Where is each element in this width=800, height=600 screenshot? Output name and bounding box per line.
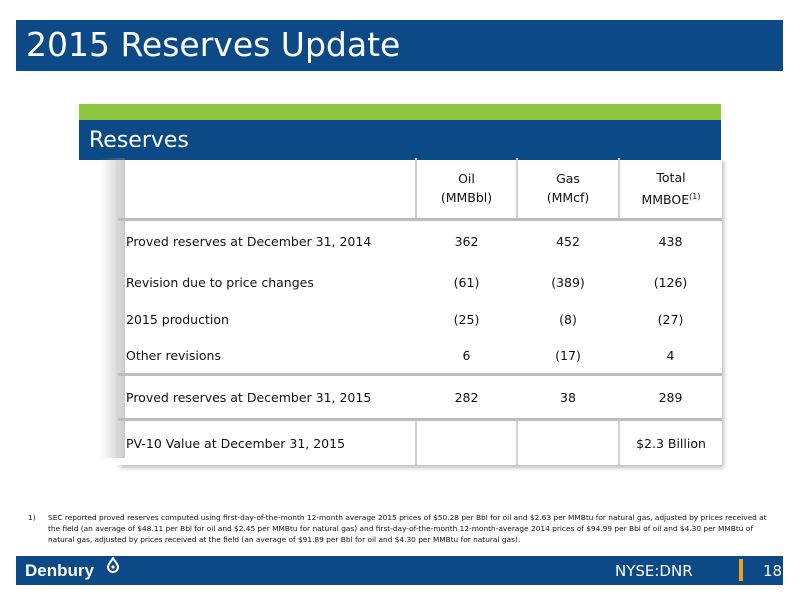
row-label: Proved reserves at December 31, 2015	[126, 389, 372, 405]
header-gas-line1: Gas	[556, 171, 580, 187]
title-bar: 2015 Reserves Update	[16, 20, 783, 71]
header-gas: Gas (MMcf)	[516, 158, 619, 220]
row-oil: (61)	[453, 274, 480, 290]
row-gas: 452	[556, 234, 580, 250]
row-oil: (25)	[453, 312, 480, 328]
footnote-number: 1)	[28, 513, 36, 522]
row-gas: 38	[560, 389, 576, 405]
header-total-line2: MMBOE	[641, 191, 690, 207]
table-shadow	[100, 158, 125, 458]
row-gas: (17)	[555, 347, 581, 363]
header-total-footnote-ref: (1)	[689, 191, 701, 201]
header-oil-line1: Oil	[458, 171, 475, 187]
table-row: Proved reserves at December 31, 2014 362…	[118, 220, 722, 263]
company-logo: Denbury	[25, 561, 94, 580]
table-pv-row: PV-10 Value at December 31, 2015 $2.3 Bi…	[118, 419, 722, 465]
table-row: Revision due to price changes (61) (389)…	[118, 263, 722, 302]
row-oil	[415, 419, 517, 465]
drop-logo-icon	[106, 557, 120, 573]
row-gas: (8)	[559, 312, 577, 328]
page-number: 18	[763, 562, 783, 580]
row-label: PV-10 Value at December 31, 2015	[126, 435, 346, 451]
header-oil-line2: (MMBbl)	[440, 190, 493, 206]
header-blank	[118, 158, 416, 220]
table-header-row: Oil (MMBbl) Gas (MMcf) Total MMBOE(1)	[118, 158, 722, 220]
row-total: (27)	[657, 312, 684, 328]
footer-separator	[739, 559, 743, 581]
page-title: 2015 Reserves Update	[26, 25, 401, 64]
header-total-line1: Total	[656, 169, 686, 185]
table-total-row: Proved reserves at December 31, 2015 282…	[118, 374, 722, 420]
reserves-table: Oil (MMBbl) Gas (MMcf) Total MMBOE(1) Pr…	[118, 158, 722, 465]
row-oil: 282	[454, 389, 479, 405]
table-row: 2015 production (25) (8) (27)	[118, 302, 722, 337]
row-total: 289	[658, 389, 683, 405]
row-oil: 362	[454, 234, 479, 250]
stock-ticker: NYSE:DNR	[615, 562, 693, 580]
footnote-text: SEC reported proved reserves computed us…	[48, 513, 767, 544]
footnote: 1) SEC reported proved reserves computed…	[28, 512, 768, 545]
row-label: Proved reserves at December 31, 2014	[126, 234, 372, 250]
header-gas-line2: (MMcf)	[546, 190, 590, 206]
row-gas: (389)	[551, 274, 585, 290]
section-title: Reserves	[89, 128, 189, 153]
row-gas	[516, 419, 619, 465]
section-header: Reserves	[79, 120, 721, 160]
row-label: Other revisions	[126, 347, 221, 363]
row-total: 4	[666, 347, 675, 363]
header-total: Total MMBOE(1)	[618, 158, 722, 220]
footer-bar: Denbury NYSE:DNR 18	[16, 556, 783, 585]
row-total: (126)	[653, 274, 688, 290]
row-total: 438	[658, 234, 683, 250]
table-row: Other revisions 6 (17) 4	[118, 337, 722, 374]
reserves-table-container: Oil (MMBbl) Gas (MMcf) Total MMBOE(1) Pr…	[118, 158, 722, 465]
row-label: Revision due to price changes	[126, 274, 314, 290]
row-label: 2015 production	[126, 312, 229, 328]
header-oil: Oil (MMBbl)	[415, 158, 517, 220]
accent-strip	[79, 104, 721, 120]
row-total: $2.3 Billion	[618, 419, 722, 465]
row-oil: 6	[462, 347, 471, 363]
